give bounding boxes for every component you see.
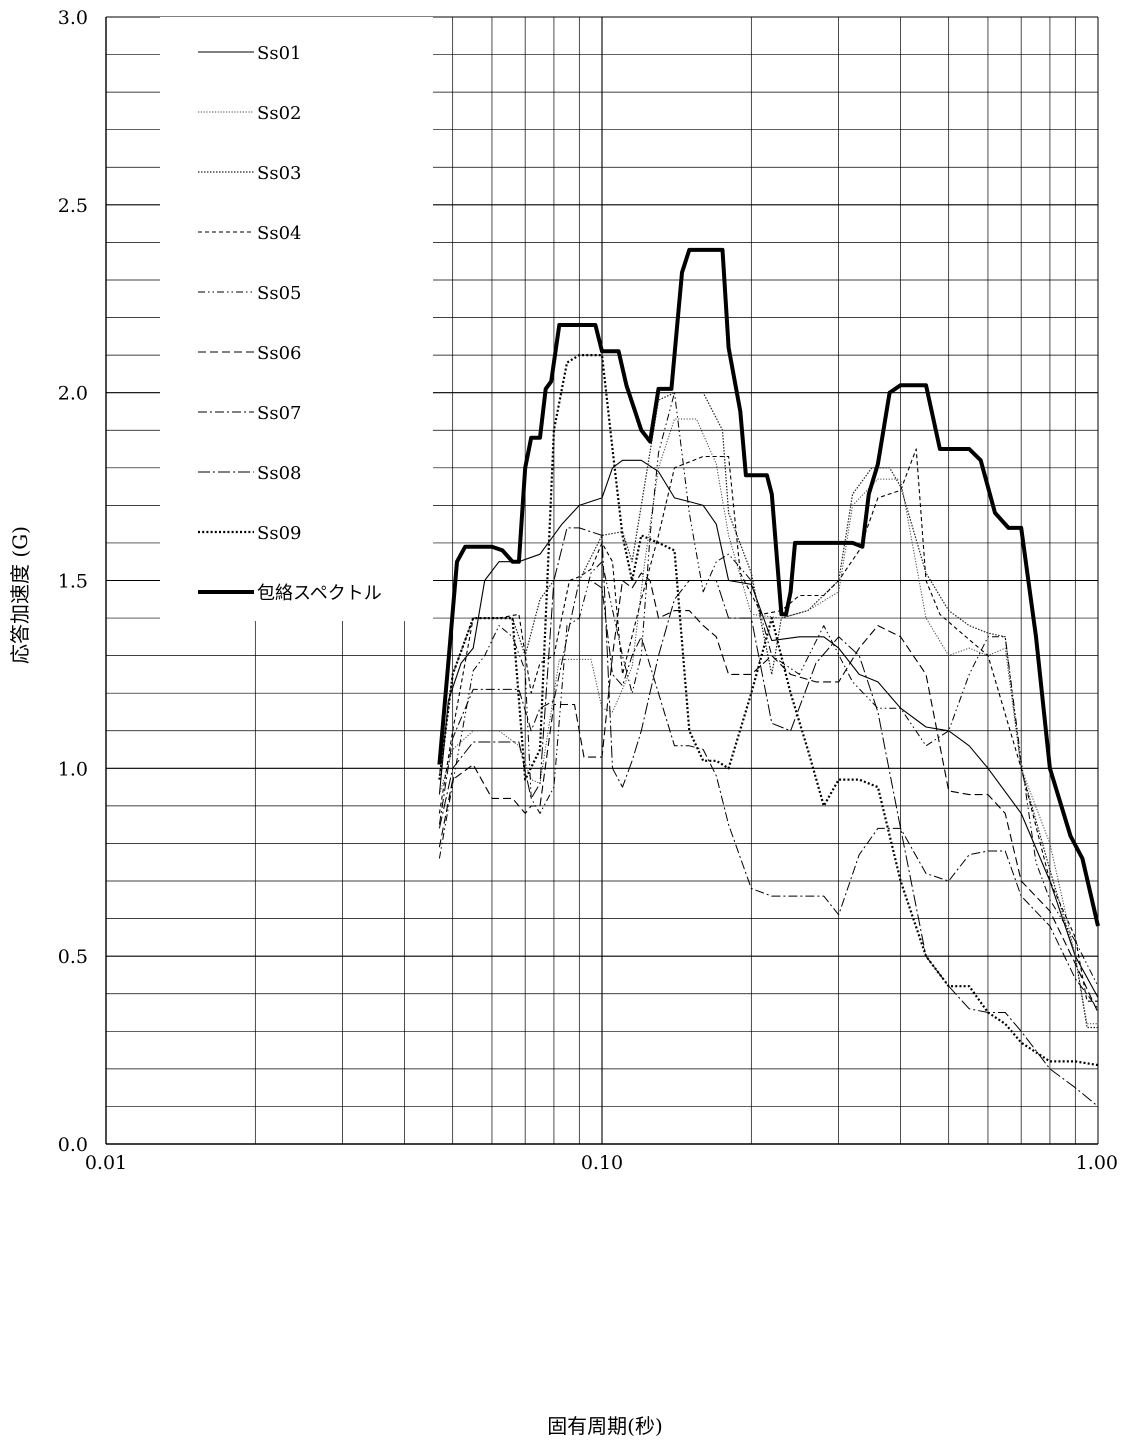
series-line-7 xyxy=(438,580,1099,1010)
legend-label-10: 包絡スペクトル xyxy=(257,583,382,604)
legend-label-4: Ss04 xyxy=(257,223,301,244)
y-tick-label: 3.0 xyxy=(58,7,88,29)
y-tick-label: 0.5 xyxy=(58,946,88,968)
legend-box xyxy=(160,17,433,621)
series-line-6 xyxy=(438,572,1099,1013)
y-tick-label: 1.5 xyxy=(58,571,88,593)
series-line-3 xyxy=(438,392,1098,1029)
series-line-8 xyxy=(438,527,1099,1107)
y-tick-label: 1.0 xyxy=(58,758,88,780)
legend-label-2: Ss02 xyxy=(257,103,301,124)
series-line-1 xyxy=(438,459,1099,998)
axis-layer: 0.0 0.5 1.0 1.5 2.0 2.5 3.0 0.01 0.10 1.00 xyxy=(58,7,1118,1174)
series-line-2 xyxy=(438,418,1098,1025)
y-tick-label: 2.0 xyxy=(58,383,88,405)
legend-label-6: Ss06 xyxy=(257,343,301,364)
y-tick-label: 0.0 xyxy=(58,1134,88,1156)
y-axis-title: 応答加速度 (G) xyxy=(8,526,32,664)
x-tick-label: 1.00 xyxy=(1076,1152,1118,1174)
legend-label-7: Ss07 xyxy=(257,403,301,424)
x-axis-title: 固有周期(秒) xyxy=(547,1414,663,1438)
series-line-5 xyxy=(438,392,1099,987)
legend-label-9: Ss09 xyxy=(257,523,301,544)
series-line-10 xyxy=(437,247,1100,927)
legend-label-5: Ss05 xyxy=(257,283,301,304)
y-tick-label: 2.5 xyxy=(58,195,88,217)
x-tick-label: 0.01 xyxy=(85,1152,127,1174)
series-layer xyxy=(437,247,1100,1107)
legend-label-8: Ss08 xyxy=(257,463,301,484)
x-tick-label: 0.10 xyxy=(581,1152,623,1174)
legend-label-3: Ss03 xyxy=(257,163,301,184)
legend: Ss01 Ss02 Ss03 Ss04 Ss05 Ss06 Ss07 Ss08 Ss09 包絡スペ… xyxy=(160,17,433,621)
series-line-9 xyxy=(438,354,1099,1067)
series-line-4 xyxy=(438,448,1098,1002)
legend-label-1: Ss01 xyxy=(257,43,301,64)
